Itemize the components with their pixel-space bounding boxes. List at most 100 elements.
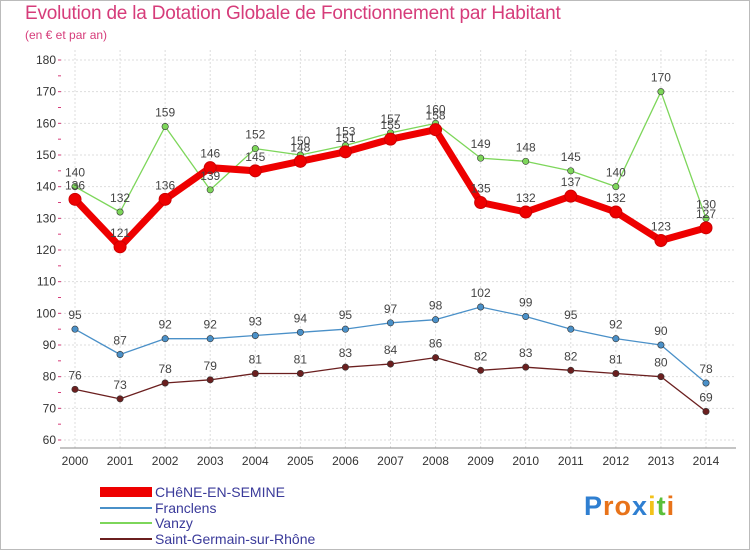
data-label: 93	[249, 315, 263, 329]
logo-letter: i	[666, 491, 676, 521]
y-tick-label: 170	[36, 85, 56, 99]
y-tick-label: 80	[43, 370, 57, 384]
data-point	[338, 145, 352, 159]
data-point	[477, 366, 485, 374]
data-point	[474, 196, 488, 209]
data-point	[203, 161, 217, 175]
data-label: 137	[561, 175, 581, 189]
data-label: 136	[155, 178, 175, 192]
data-label: 148	[290, 140, 310, 154]
data-point	[341, 363, 349, 371]
x-tick-label: 2000	[62, 454, 89, 468]
y-tick-label: 120	[36, 243, 56, 257]
legend-label: Franclens	[155, 500, 216, 516]
legend-label: CHêNE-EN-SEMINE	[155, 484, 285, 500]
legend-label: Vanzy	[155, 515, 193, 531]
data-label: 170	[651, 71, 671, 85]
data-label: 145	[245, 150, 265, 164]
data-label: 99	[519, 296, 533, 310]
data-label: 151	[335, 131, 355, 145]
data-label: 92	[204, 318, 218, 332]
data-point	[519, 205, 533, 219]
data-label: 83	[339, 346, 353, 360]
data-point	[248, 164, 262, 178]
logo-letter: r	[603, 491, 615, 521]
data-point	[522, 363, 530, 371]
data-label: 145	[561, 150, 581, 164]
x-tick-label: 2006	[332, 454, 359, 468]
data-point	[71, 385, 79, 393]
data-label: 78	[158, 362, 172, 376]
data-point	[251, 331, 259, 339]
data-point	[71, 325, 79, 333]
data-point	[564, 189, 578, 203]
data-label: 81	[609, 353, 623, 367]
data-point	[429, 123, 443, 137]
data-label: 78	[699, 362, 713, 376]
data-label: 132	[110, 191, 130, 205]
grid-lines	[60, 50, 736, 448]
data-point	[386, 319, 394, 327]
data-label: 95	[564, 308, 578, 322]
data-label: 73	[113, 378, 127, 392]
data-point	[116, 350, 124, 358]
data-label: 81	[249, 353, 263, 367]
y-tick-label: 100	[36, 306, 56, 320]
series-group	[68, 88, 713, 415]
data-label: 102	[471, 286, 491, 300]
data-point	[161, 335, 169, 343]
y-tick-label: 150	[36, 148, 56, 162]
data-point	[251, 145, 259, 153]
data-label: 95	[339, 308, 353, 322]
chart-subtitle: (en € et par an)	[25, 28, 108, 42]
data-point	[116, 395, 124, 403]
data-label: 160	[426, 102, 446, 116]
data-point	[657, 341, 665, 349]
data-point	[612, 335, 620, 343]
data-label: 152	[245, 128, 265, 142]
y-tick-label: 70	[43, 401, 57, 415]
x-tick-label: 2013	[648, 454, 675, 468]
data-point	[657, 88, 665, 96]
y-tick-label: 90	[43, 338, 57, 352]
data-label: 157	[380, 112, 400, 126]
data-label: 98	[429, 299, 443, 313]
data-label: 82	[474, 349, 488, 363]
data-point	[68, 192, 82, 206]
data-point	[386, 360, 394, 368]
x-tick-label: 2012	[603, 454, 630, 468]
data-label: 140	[606, 166, 626, 180]
data-label: 121	[110, 226, 130, 240]
data-label: 148	[516, 140, 536, 154]
data-label: 79	[204, 359, 218, 373]
data-point	[384, 132, 397, 146]
y-tick-label: 130	[36, 211, 56, 225]
data-point	[296, 328, 304, 336]
data-point	[609, 205, 623, 219]
legend: CHêNE-EN-SEMINEFranclensVanzySaint-Germa…	[100, 484, 315, 547]
data-point	[251, 369, 259, 377]
x-tick-label: 2005	[287, 454, 314, 468]
data-point	[206, 335, 214, 343]
data-point	[206, 376, 214, 384]
x-tick-label: 2009	[467, 454, 494, 468]
data-label: 84	[384, 343, 398, 357]
data-point	[657, 373, 665, 381]
data-point	[699, 221, 713, 235]
x-tick-label: 2014	[693, 454, 720, 468]
data-label: 153	[335, 125, 355, 139]
x-tick-label: 2001	[107, 454, 134, 468]
x-tick-label: 2002	[152, 454, 179, 468]
data-point	[293, 154, 307, 168]
data-point	[71, 183, 79, 191]
data-point	[432, 354, 440, 362]
data-label: 92	[609, 318, 623, 332]
data-label: 83	[519, 346, 533, 360]
data-point	[612, 183, 620, 191]
data-point	[612, 369, 620, 377]
data-point	[477, 154, 485, 162]
data-point	[567, 167, 575, 175]
data-point	[477, 303, 485, 311]
data-point	[702, 379, 710, 387]
data-label: 140	[65, 166, 85, 180]
